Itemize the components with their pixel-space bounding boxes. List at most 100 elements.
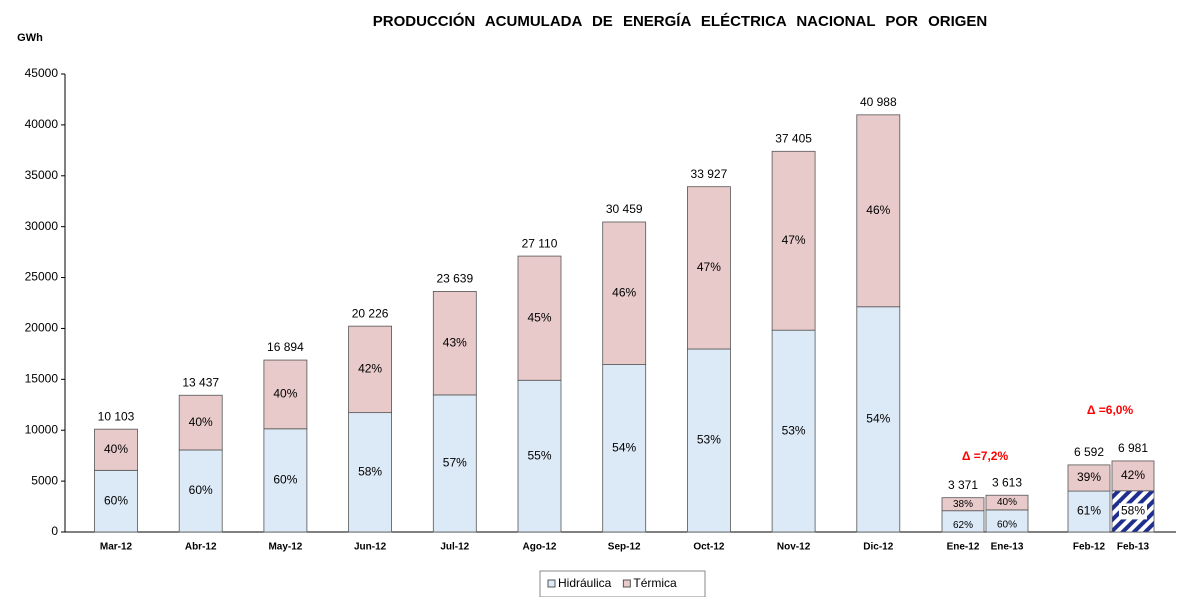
x-tick-label: Ene-12 (947, 542, 980, 553)
share-label: 60% (189, 483, 213, 497)
total-label: 6 981 (1118, 441, 1148, 455)
legend-label: Hidráulica (558, 576, 612, 590)
share-label: 61% (1077, 504, 1101, 518)
total-label: 23 639 (436, 272, 473, 286)
share-label: 40% (189, 415, 213, 429)
total-label: 40 988 (860, 95, 897, 109)
share-label: 46% (612, 285, 636, 299)
label-bg (1119, 503, 1147, 520)
bar-segment (348, 325, 393, 414)
share-label: 58% (1121, 504, 1145, 518)
x-tick-label: Ago-12 (523, 542, 557, 553)
total-label: 3 371 (948, 478, 978, 492)
legend-box (539, 570, 706, 597)
bar-segment (263, 359, 308, 430)
legend-swatch (547, 579, 556, 588)
bar-segment (178, 449, 223, 533)
y-tick-label: 0 (51, 524, 58, 538)
share-label: 57% (443, 456, 467, 470)
total-label: 37 405 (775, 131, 812, 145)
share-label: 62% (953, 520, 973, 531)
x-tick-label: Dic-12 (863, 542, 893, 553)
share-label: 54% (612, 440, 636, 454)
x-tick-label: Jul-12 (440, 542, 469, 553)
share-label: 54% (866, 412, 890, 426)
y-tick-label: 35000 (25, 168, 59, 182)
bar-segment (856, 306, 901, 533)
share-label: 60% (997, 520, 1017, 531)
total-label: 20 226 (352, 306, 389, 320)
x-tick-label: Nov-12 (777, 542, 811, 553)
share-label: 53% (782, 423, 806, 437)
bar-segment (432, 291, 477, 396)
share-label: 42% (1121, 468, 1145, 482)
total-label: 13 437 (182, 375, 219, 389)
share-label: 43% (443, 335, 467, 349)
bar-segment (985, 494, 1029, 511)
share-label: 60% (273, 473, 297, 487)
share-label: 46% (866, 203, 890, 217)
share-label: 60% (104, 493, 128, 507)
total-label: 27 110 (522, 236, 558, 250)
bar-segment (432, 394, 477, 533)
x-tick-label: Mar-12 (100, 542, 133, 553)
share-label: 39% (1077, 470, 1101, 484)
x-tick-label: Abr-12 (185, 542, 217, 553)
bar-segment (1067, 464, 1111, 492)
bar-segment (517, 379, 562, 533)
bar-segment (771, 329, 816, 533)
legend-swatch (622, 579, 631, 588)
total-label: 3 613 (992, 475, 1022, 489)
x-tick-label: Feb-13 (1117, 542, 1150, 553)
share-label: 58% (358, 464, 382, 478)
total-label: 10 103 (98, 409, 135, 423)
bar-segment (1111, 460, 1155, 492)
share-label: 55% (527, 448, 551, 462)
share-label: 38% (953, 499, 973, 510)
x-tick-label: Sep-12 (608, 542, 641, 553)
share-label: 45% (527, 310, 551, 324)
bar-segment (602, 364, 647, 533)
y-tick-label: 5000 (31, 473, 58, 487)
bar-segment (1067, 490, 1111, 533)
y-axis-label: GWh (17, 32, 43, 44)
x-tick-label: May-12 (268, 542, 302, 553)
share-label: 47% (782, 233, 806, 247)
share-label: 40% (273, 387, 297, 401)
x-tick-label: Oct-12 (693, 542, 725, 553)
x-tick-label: Jun-12 (354, 542, 387, 553)
y-tick-label: 10000 (25, 422, 59, 436)
share-label: 53% (697, 433, 721, 447)
x-tick-label: Feb-12 (1073, 542, 1106, 553)
share-label: 40% (997, 497, 1017, 508)
y-tick-label: 45000 (25, 66, 59, 80)
annotation: Δ =6,0% (1087, 403, 1134, 417)
bar-segment (687, 348, 731, 533)
bar-segment (263, 428, 308, 533)
legend-label: Térmica (633, 576, 677, 590)
bar-segment (856, 114, 901, 308)
y-tick-label: 20000 (25, 321, 59, 335)
bar-segment (94, 469, 138, 533)
bar-segment (178, 394, 223, 451)
annotation: Δ =7,2% (962, 449, 1009, 463)
y-tick-label: 15000 (25, 372, 59, 386)
total-label: 33 927 (691, 167, 728, 181)
total-label: 16 894 (267, 340, 304, 354)
y-tick-label: 40000 (25, 117, 59, 131)
bar-segment (517, 255, 562, 381)
y-tick-label: 30000 (25, 219, 59, 233)
share-label: 42% (358, 362, 382, 376)
total-label: 6 592 (1074, 445, 1104, 459)
bar-segment (941, 497, 985, 512)
chart-title: PRODUCCIÓN ACUMULADA DE ENERGÍA ELÉCTRIC… (373, 12, 988, 30)
bar-segment (94, 428, 138, 471)
bar-segment (602, 221, 647, 365)
bar-segment (771, 150, 816, 331)
x-tick-label: Ene-13 (991, 542, 1024, 553)
bar-segment (687, 186, 731, 350)
total-label: 30 459 (606, 202, 643, 216)
share-label: 40% (104, 442, 128, 456)
share-label: 47% (697, 260, 721, 274)
